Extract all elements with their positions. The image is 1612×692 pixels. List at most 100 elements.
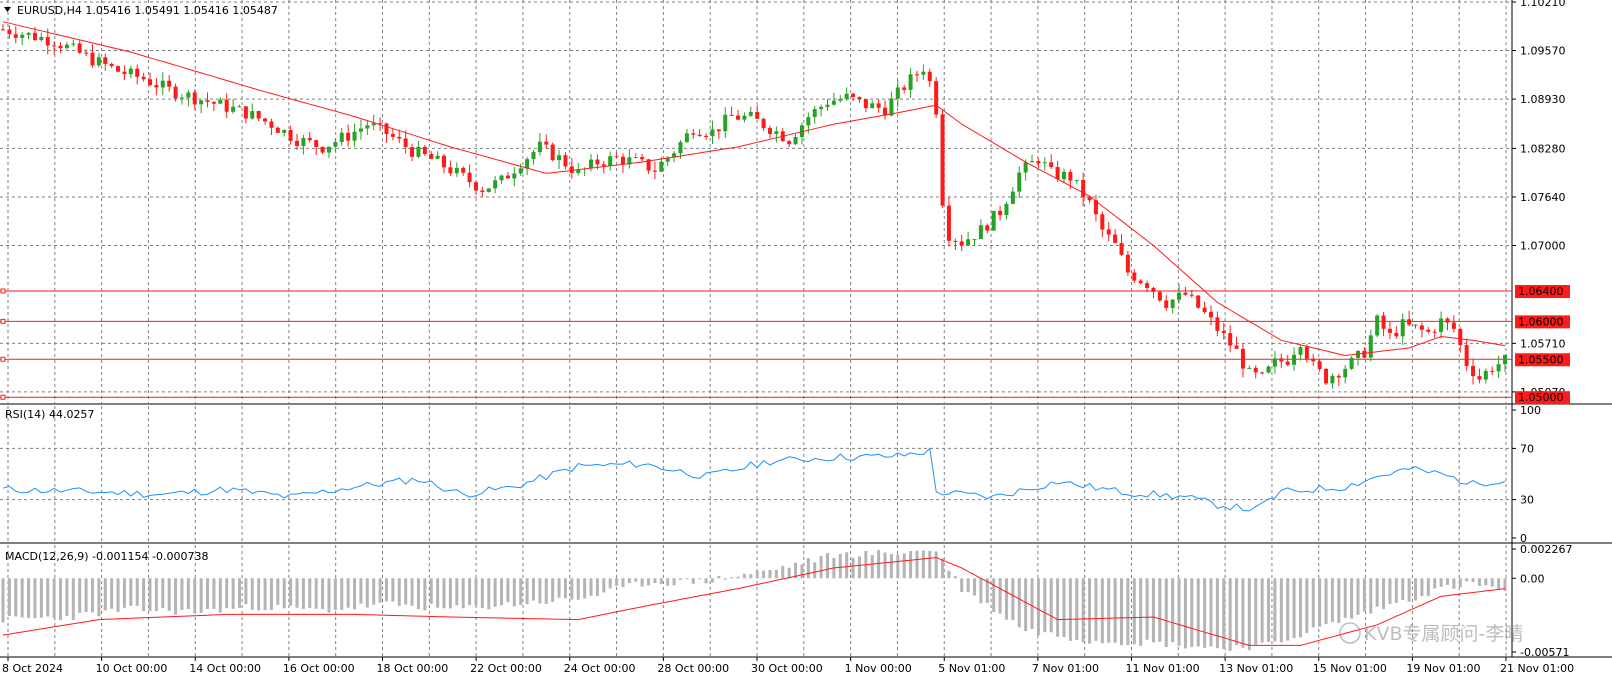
candle-up [339, 132, 344, 143]
macd-histogram-bar [20, 578, 24, 618]
macd-histogram-bar [289, 578, 293, 606]
macd-panel[interactable] [1, 549, 1507, 651]
macd-histogram-bar [838, 553, 842, 579]
watermark-text: KVB专属顾问-李晴 [1364, 623, 1523, 645]
candle-up [352, 131, 357, 141]
candle-up [96, 57, 101, 66]
candle-up [1503, 354, 1507, 365]
macd-histogram-bar [1330, 578, 1334, 623]
macd-histogram-bar [883, 552, 887, 579]
time-tick-label: 18 Oct 00:00 [377, 662, 449, 675]
macd-histogram-bar [653, 578, 657, 584]
rsi-tick-label: 0 [1520, 532, 1527, 545]
macd-histogram-bar [800, 564, 804, 579]
macd-histogram-bar [544, 578, 548, 604]
candle-up [774, 131, 779, 134]
candle-down [640, 157, 645, 160]
candle-down [58, 45, 63, 49]
candle-up [237, 106, 242, 108]
macd-histogram-bar [1132, 578, 1136, 645]
macd-signal-line [2, 557, 1506, 646]
candle-down [1394, 332, 1399, 337]
macd-histogram-bar [506, 578, 510, 603]
macd-histogram-bar [845, 552, 849, 579]
candle-down [1068, 171, 1073, 181]
macd-histogram-bar [1426, 578, 1430, 597]
candle-up [20, 34, 25, 38]
macd-histogram-bar [1017, 578, 1021, 628]
candle-down [103, 57, 108, 64]
time-axis: 8 Oct 2024 10 Oct 00:00 14 Oct 00:00 16 Oct… [2, 657, 1574, 675]
candle-down [704, 135, 709, 137]
macd-tick-label: 0.00 [1520, 572, 1545, 585]
macd-histogram-bar [774, 569, 778, 579]
macd-histogram-bar [889, 553, 893, 579]
moving-average-line [2, 21, 1506, 357]
candle-down [263, 118, 268, 122]
macd-histogram-bar [314, 578, 318, 609]
macd-histogram-bar [378, 578, 382, 603]
macd-histogram-bar [742, 573, 746, 579]
candle-down [1055, 167, 1060, 180]
macd-histogram-bar [1490, 578, 1494, 587]
candle-up [672, 153, 677, 158]
candle-up [1023, 162, 1028, 173]
macd-histogram-bar [110, 578, 114, 609]
macd-histogram-bar [1286, 578, 1290, 641]
macd-histogram-bar [1075, 578, 1079, 641]
macd-histogram-bar [218, 578, 222, 613]
macd-histogram-bar [1362, 578, 1366, 612]
macd-histogram-bar [468, 578, 472, 606]
main-title: EURUSD,H4 1.05416 1.05491 1.05416 1.0548… [17, 4, 278, 17]
candle-down [934, 81, 939, 115]
candle-down [403, 138, 408, 148]
price-panel[interactable] [0, 21, 1512, 400]
candle-down [397, 136, 402, 139]
candle-down [1451, 322, 1456, 329]
candle-up [742, 115, 747, 120]
candle-down [1049, 162, 1054, 168]
macd-histogram-bar [627, 578, 631, 583]
candle-down [1407, 319, 1412, 325]
macd-histogram-bar [122, 578, 126, 608]
macd-histogram-bar [97, 578, 101, 617]
candle-down [1413, 324, 1418, 326]
candle-up [1375, 315, 1380, 336]
rsi-panel[interactable] [2, 447, 1506, 512]
candle-down [192, 92, 197, 105]
macd-histogram-bar [1049, 578, 1053, 633]
candle-up [326, 146, 331, 153]
candle-down [135, 68, 140, 77]
macd-histogram-bar [531, 578, 535, 601]
macd-histogram-bar [1209, 578, 1213, 647]
price-tick-label: 1.05710 [1520, 337, 1566, 350]
candle-down [601, 164, 606, 166]
macd-histogram-bar [966, 578, 970, 592]
time-tick-label: 5 Nov 01:00 [938, 662, 1005, 675]
candle-down [620, 156, 625, 165]
candle-up [895, 87, 900, 99]
macd-histogram-bar [276, 578, 280, 605]
macd-histogram-bar [723, 578, 727, 580]
candle-down [761, 118, 766, 129]
candle-up [806, 117, 811, 126]
candle-up [231, 106, 236, 112]
candle-down [646, 159, 651, 171]
candle-down [1336, 375, 1341, 378]
macd-histogram-bar [762, 570, 766, 579]
macd-histogram-bar [1445, 578, 1449, 585]
macd-histogram-bar [269, 578, 273, 610]
candle-down [1426, 329, 1431, 332]
candle-down [550, 144, 555, 161]
macd-histogram-bar [301, 578, 305, 609]
macd-histogram-bar [1311, 578, 1315, 628]
candle-down [45, 37, 50, 46]
triangle-down-icon[interactable] [4, 7, 11, 12]
macd-histogram-bar [1183, 578, 1187, 649]
candle-up [844, 93, 849, 99]
time-tick-label: 16 Oct 00:00 [283, 662, 355, 675]
candle-down [857, 96, 862, 100]
candle-down [1087, 197, 1092, 201]
macd-histogram-bar [998, 578, 1002, 614]
